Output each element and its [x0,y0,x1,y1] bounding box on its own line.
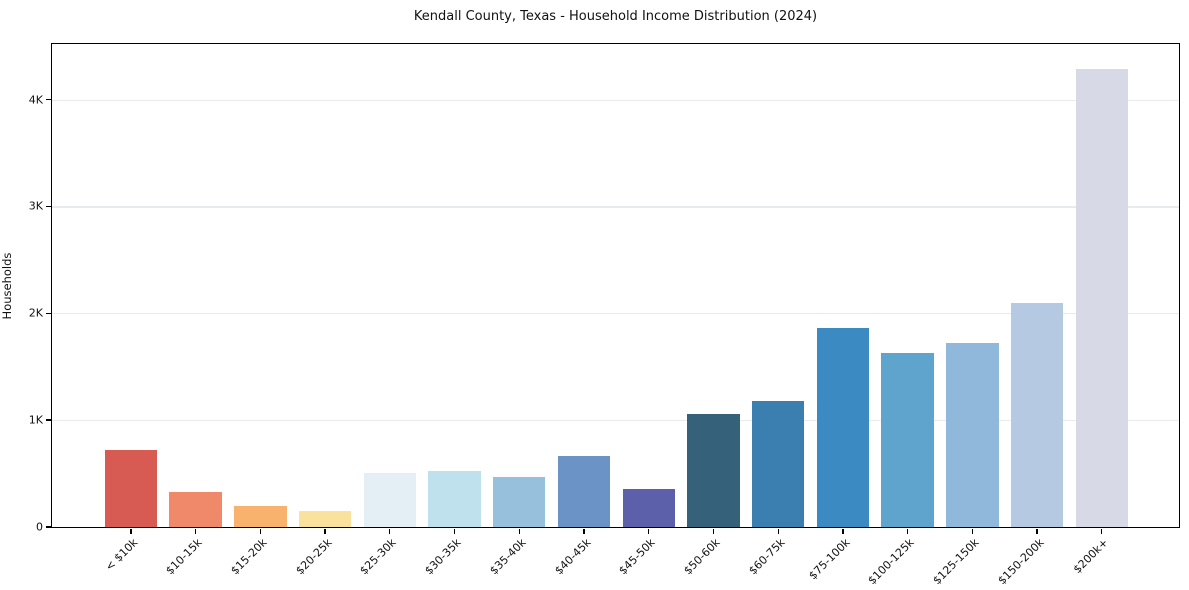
x-tick-mark [712,528,715,534]
bar-< $10k [104,450,158,527]
y-tick-mark [45,98,51,101]
x-tick-mark [518,528,520,534]
x-tick-mark [583,528,585,534]
x-tick-label-$10-15k: $10-15k [163,536,205,578]
x-tick-label-$100-125k: $100-125k [865,536,917,588]
x-tick-mark [842,528,844,534]
bar-$50-60k [687,413,740,527]
bar-$200k+ [1075,69,1128,527]
bar-$150-200k [1010,302,1064,527]
gridline-3K [52,206,1179,208]
bar-$15-20k [234,506,287,527]
x-tick-label-$75-100k: $75-100k [805,536,853,583]
x-tick-mark [194,528,197,534]
x-tick-label-$35-40k: $35-40k [487,536,529,578]
y-tick-label-2K: 2K [28,306,43,320]
y-tick-label-4K: 4K [28,93,43,107]
x-tick-label-$125-150k: $125-150k [930,536,982,588]
bar-$35-40k [493,476,546,527]
gridline-4K [52,99,1179,101]
bar-$75-100k [816,328,870,527]
x-tick-mark [971,528,973,534]
x-tick-label-$25-30k: $25-30k [357,536,399,578]
y-axis-label: Households [0,252,14,320]
y-tick-mark [45,312,51,314]
x-tick-mark [648,528,650,534]
x-tick-label-$20-25k: $20-25k [292,536,335,578]
gridline-1K [52,420,1179,422]
chart-title: Kendall County, Texas - Household Income… [413,9,818,24]
x-tick-label-$30-35k: $30-35k [422,536,464,578]
bar-$45-50k [622,489,675,527]
bar-$100-125k [881,352,934,527]
x-tick-label-$40-45k: $40-45k [551,536,594,578]
bar-$30-35k [428,471,481,527]
bar-$60-75k [751,401,805,527]
bar-$25-30k [363,473,416,527]
x-tick-mark [324,528,326,534]
x-tick-label-$50-60k: $50-60k [681,536,723,578]
bar-$125-150k [946,342,999,527]
x-tick-mark [1036,528,1038,534]
x-tick-label-$150-200k: $150-200k [995,536,1047,588]
bar-$20-25k [298,511,352,527]
x-tick-label-$200k+: $200k+ [1070,536,1111,577]
x-tick-label-$15-20k: $15-20k [228,536,270,578]
x-tick-mark [130,528,132,534]
x-tick-mark [389,528,391,534]
plot-area: 0 1K 2K 3K 4K < $10k $10-15k $15-20k $20-25k $25… [29,43,1180,587]
x-tick-label-$45-50k: $45-50k [616,536,658,578]
x-tick-mark [259,528,261,534]
bar-$40-45k [557,456,611,527]
y-tick-mark [45,205,51,208]
x-tick-mark [453,528,456,534]
y-tick-label-3K: 3K [28,199,43,213]
y-tick-label-0: 0 [36,520,43,534]
x-tick-mark [1101,528,1103,534]
x-tick-mark [777,528,779,534]
bar-$10-15k [169,492,222,527]
y-tick-label-1K: 1K [28,413,43,427]
x-tick-label-< $10k: < $10k [102,536,141,574]
y-tick-mark [45,526,51,528]
x-tick-label-$60-75k: $60-75k [746,536,788,578]
y-tick-mark [45,419,51,421]
gridline-2K [52,313,1179,315]
x-tick-mark [906,528,909,534]
